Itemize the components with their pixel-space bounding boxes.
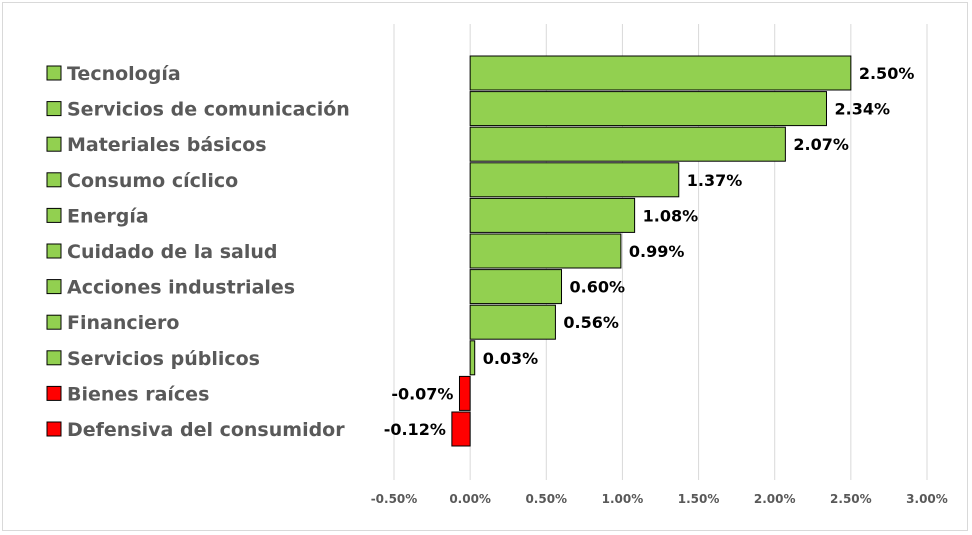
x-tick-label: 0.50%	[525, 492, 567, 506]
x-tick-label: 0.00%	[449, 492, 491, 506]
category-label: Defensiva del consumidor	[67, 419, 345, 441]
category-label: Financiero	[67, 312, 179, 334]
data-label: -0.12%	[384, 420, 446, 439]
category-label: Tecnología	[67, 63, 181, 85]
bar	[469, 55, 852, 91]
legend-swatch	[46, 207, 62, 223]
legend-swatch	[46, 385, 62, 401]
category-label: Energía	[67, 205, 149, 227]
category-label: Materiales básicos	[67, 134, 267, 156]
data-label: 2.07%	[793, 135, 849, 154]
x-tick-label: 2.50%	[830, 492, 872, 506]
bar	[469, 126, 786, 162]
data-label: 2.50%	[859, 64, 915, 83]
data-label: 0.99%	[629, 242, 685, 261]
bar	[469, 340, 476, 376]
data-label: 1.37%	[687, 171, 743, 190]
category-label: Acciones industriales	[67, 277, 295, 299]
bar	[469, 269, 563, 305]
bar	[469, 197, 636, 233]
x-tick-label: 3.00%	[906, 492, 948, 506]
legend-swatch	[46, 314, 62, 330]
legend-swatch	[46, 421, 62, 437]
data-label: 0.56%	[563, 313, 619, 332]
legend-swatch	[46, 350, 62, 366]
category-label: Servicios públicos	[67, 348, 260, 370]
x-tick-label: 1.50%	[678, 492, 720, 506]
bar	[458, 375, 471, 411]
category-label: Bienes raíces	[67, 383, 209, 405]
legend-swatch	[46, 101, 62, 117]
category-label: Consumo cíclico	[67, 170, 238, 192]
data-label: -0.07%	[391, 384, 453, 403]
bar	[469, 91, 827, 127]
x-tick-label: -0.50%	[371, 492, 418, 506]
legend-swatch	[46, 136, 62, 152]
x-tick-label: 2.00%	[754, 492, 796, 506]
data-label: 1.08%	[643, 206, 699, 225]
bar	[451, 411, 471, 447]
x-tick-label: 1.00%	[602, 492, 644, 506]
bar	[469, 233, 622, 269]
legend-swatch	[46, 172, 62, 188]
legend-swatch	[46, 279, 62, 295]
legend-swatch	[46, 65, 62, 81]
bar	[469, 304, 556, 340]
category-label: Servicios de comunicación	[67, 99, 350, 121]
category-label: Cuidado de la salud	[67, 241, 278, 263]
data-label: 0.60%	[570, 278, 626, 297]
data-label: 2.34%	[834, 100, 890, 119]
legend-swatch	[46, 243, 62, 259]
bar	[469, 162, 680, 198]
data-label: 0.03%	[483, 349, 539, 368]
